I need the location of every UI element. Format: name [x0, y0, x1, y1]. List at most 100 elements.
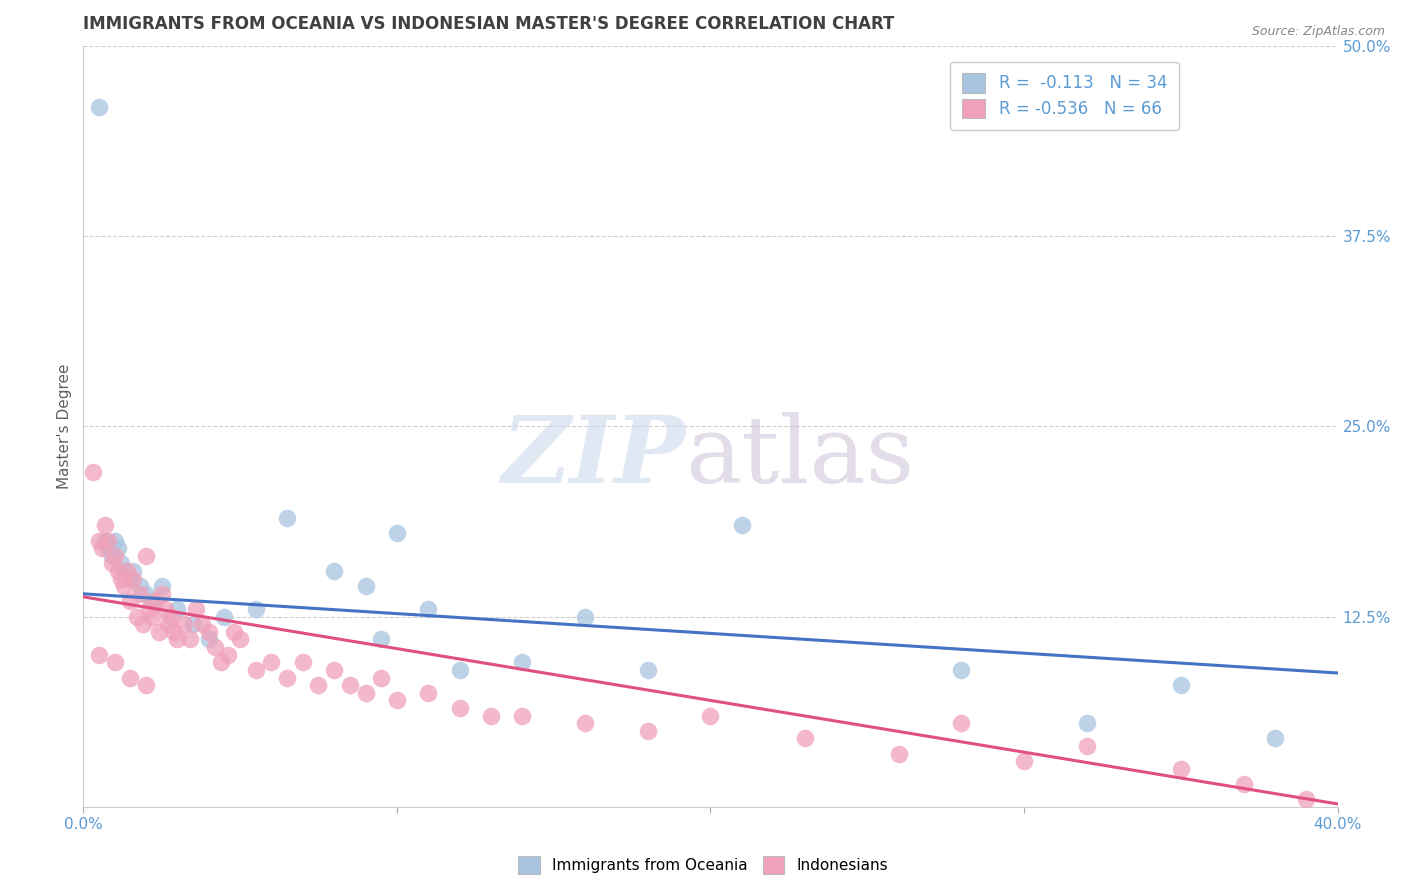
Text: IMMIGRANTS FROM OCEANIA VS INDONESIAN MASTER'S DEGREE CORRELATION CHART: IMMIGRANTS FROM OCEANIA VS INDONESIAN MA… [83, 15, 894, 33]
Point [1232, 777, 1254, 791]
Point [291, 656, 314, 670]
Point [112, 579, 135, 593]
Point [449, 701, 471, 715]
Text: atlas: atlas [685, 412, 915, 502]
Point [245, 663, 267, 677]
Point [150, 587, 173, 601]
Point [112, 564, 135, 578]
Point [110, 572, 132, 586]
Point [418, 686, 440, 700]
Point [186, 602, 208, 616]
Point [214, 609, 236, 624]
Point [449, 663, 471, 677]
Point [160, 609, 183, 624]
Legend: Immigrants from Oceania, Indonesians: Immigrants from Oceania, Indonesians [512, 850, 894, 880]
Point [97, 533, 120, 548]
Point [574, 716, 596, 731]
Point [163, 624, 186, 639]
Point [145, 594, 167, 608]
Point [148, 624, 170, 639]
Text: Source: ZipAtlas.com: Source: ZipAtlas.com [1251, 25, 1385, 38]
Point [950, 663, 973, 677]
Point [1295, 792, 1317, 806]
Point [1076, 716, 1098, 731]
Point [179, 632, 201, 647]
Point [1264, 731, 1286, 746]
Point [385, 525, 408, 540]
Point [1012, 754, 1035, 768]
Point [150, 579, 173, 593]
Point [87, 533, 110, 548]
Point [132, 617, 155, 632]
Point [153, 602, 176, 616]
Point [308, 678, 330, 692]
Text: ZIP: ZIP [501, 412, 685, 502]
Point [87, 648, 110, 662]
Point [354, 579, 377, 593]
Point [120, 572, 142, 586]
Point [229, 632, 252, 647]
Point [100, 557, 122, 571]
Point [209, 656, 232, 670]
Point [950, 716, 973, 731]
Point [87, 99, 110, 113]
Point [510, 656, 533, 670]
Point [107, 541, 129, 556]
Point [418, 602, 440, 616]
Point [97, 541, 120, 556]
Point [122, 564, 145, 578]
Point [1170, 762, 1192, 776]
Point [1170, 678, 1192, 692]
Point [104, 533, 127, 548]
Point [135, 587, 157, 601]
Point [107, 564, 129, 578]
Point [339, 678, 361, 692]
Point [141, 609, 163, 624]
Point [128, 579, 150, 593]
Point [141, 594, 163, 608]
Point [1076, 739, 1098, 753]
Point [276, 671, 298, 685]
Point [191, 617, 214, 632]
Point [887, 747, 910, 761]
Point [385, 693, 408, 707]
Point [135, 549, 157, 563]
Point [637, 663, 659, 677]
Point [156, 617, 179, 632]
Point [173, 617, 195, 632]
Point [166, 632, 188, 647]
Point [120, 594, 142, 608]
Point [104, 549, 127, 563]
Point [104, 656, 127, 670]
Point [260, 656, 283, 670]
Point [354, 686, 377, 700]
Point [138, 602, 160, 616]
Point [94, 533, 117, 548]
Point [115, 564, 138, 578]
Point [479, 708, 502, 723]
Point [245, 602, 267, 616]
Point [135, 678, 157, 692]
Point [166, 602, 188, 616]
Point [181, 617, 204, 632]
Point [197, 632, 219, 647]
Point [82, 465, 104, 479]
Point [370, 671, 392, 685]
Point [128, 587, 150, 601]
Point [91, 541, 114, 556]
Point [276, 510, 298, 524]
Point [110, 557, 132, 571]
Point [122, 572, 145, 586]
Point [100, 549, 122, 563]
Point [125, 609, 148, 624]
Point [574, 609, 596, 624]
Point [370, 632, 392, 647]
Point [94, 518, 117, 533]
Point [510, 708, 533, 723]
Point [204, 640, 226, 654]
Point [323, 663, 346, 677]
Point [217, 648, 239, 662]
Point [731, 518, 754, 533]
Point [699, 708, 721, 723]
Legend: R =  -0.113   N = 34, R = -0.536   N = 66: R = -0.113 N = 34, R = -0.536 N = 66 [950, 62, 1178, 130]
